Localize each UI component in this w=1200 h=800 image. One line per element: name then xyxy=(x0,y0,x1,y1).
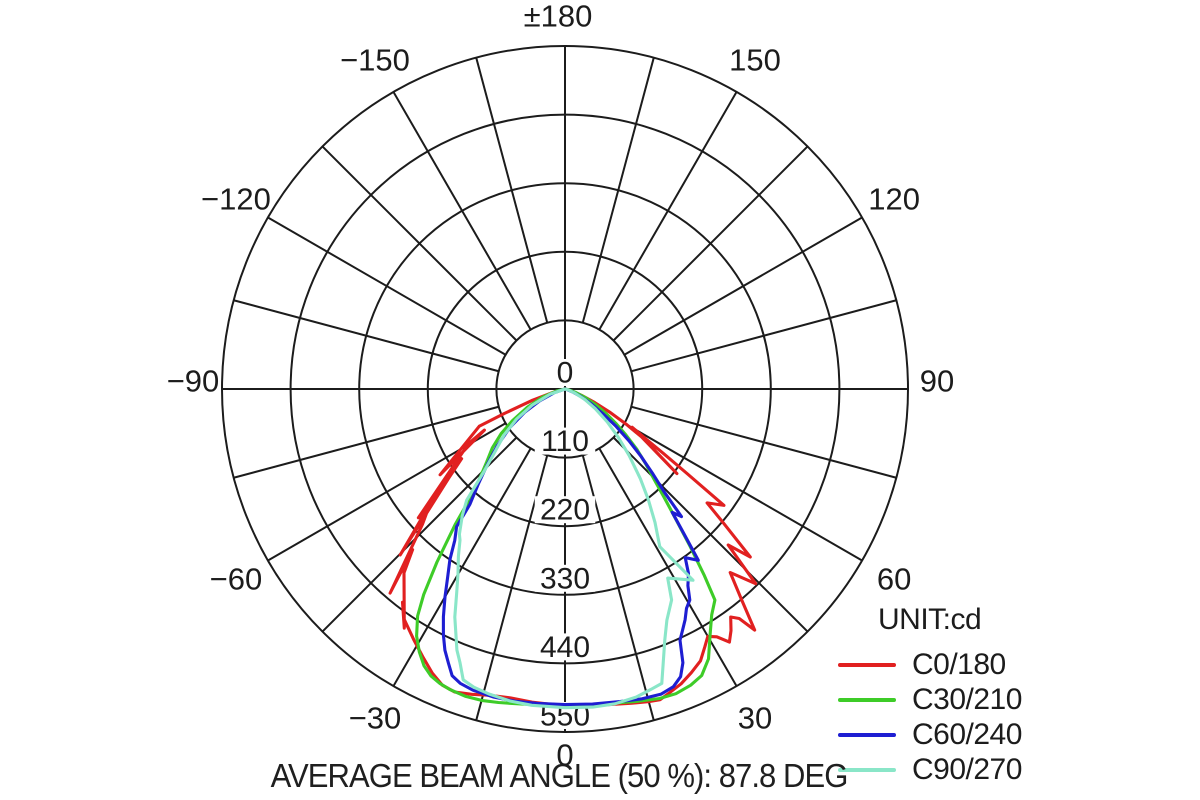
radial-tick-label-0: 0 xyxy=(557,357,574,390)
radial-tick-label-220: 220 xyxy=(540,494,590,527)
angle-spoke xyxy=(392,447,532,687)
series-curves xyxy=(388,387,758,710)
label-mask xyxy=(534,427,596,455)
angle-spoke xyxy=(581,57,655,323)
legend-item-label: C90/270 xyxy=(912,752,1022,786)
angle-label-−150: −150 xyxy=(340,42,410,77)
angle-label-−30: −30 xyxy=(349,701,402,736)
series-color-swatch xyxy=(838,767,896,772)
angle-spoke xyxy=(631,405,897,479)
legend: UNIT:cd C0/180 C30/210 C60/240 C90/270 xyxy=(838,603,1022,787)
angle-spoke xyxy=(233,405,499,479)
angle-label-−120: −120 xyxy=(201,182,271,217)
series-color-swatch xyxy=(838,662,896,667)
angle-spoke xyxy=(321,145,518,342)
angle-spoke xyxy=(612,145,809,342)
series-color-swatch xyxy=(838,697,896,702)
angle-label-150: 150 xyxy=(729,42,781,77)
series-curve-C60-240 xyxy=(441,387,700,707)
angle-spoke xyxy=(475,57,549,323)
angle-label-0: 0 xyxy=(556,738,573,773)
legend-item: C60/240 xyxy=(838,717,1022,752)
angle-spoke xyxy=(598,91,738,331)
legend-item: C90/270 xyxy=(838,752,1022,787)
radial-tick-label-110: 110 xyxy=(541,425,589,458)
legend-item-label: C60/240 xyxy=(912,717,1022,751)
label-mask xyxy=(534,633,596,661)
angle-spoke xyxy=(392,91,532,331)
radial-tick-label-440: 440 xyxy=(540,631,590,664)
series-curve-C0-180 xyxy=(388,387,758,708)
series-curve-C90-270 xyxy=(453,387,695,710)
angle-label-60: 60 xyxy=(877,562,911,597)
legend-item-label: C30/210 xyxy=(912,682,1022,716)
radial-tick-label-330: 330 xyxy=(540,562,590,595)
label-mask xyxy=(534,496,596,524)
beam-angle-annotation: AVERAGE BEAM ANGLE (50 %): 87.8 DEG xyxy=(270,757,849,794)
angle-spoke xyxy=(598,447,738,687)
angle-label-±180: ±180 xyxy=(524,0,593,34)
label-mask xyxy=(552,359,578,386)
series-color-swatch xyxy=(838,732,896,737)
angle-spoke xyxy=(267,216,507,356)
legend-item-label: C0/180 xyxy=(912,647,1006,681)
angle-label-90: 90 xyxy=(920,364,954,399)
angle-spoke xyxy=(233,299,499,373)
angle-label-120: 120 xyxy=(868,182,920,217)
angle-spoke xyxy=(612,436,809,633)
legend-item: C30/210 xyxy=(838,682,1022,717)
angle-labels: ±180 −150 150 −120 120 −90 90 −60 60 −30 30 0 xyxy=(167,0,955,773)
angle-spoke xyxy=(623,216,863,356)
angle-label-−90: −90 xyxy=(167,364,220,399)
angle-spoke xyxy=(623,422,863,562)
angle-label-−60: −60 xyxy=(210,562,263,597)
angle-label-30: 30 xyxy=(738,701,772,736)
angle-spoke xyxy=(631,299,897,373)
legend-unit-label: UNIT:cd xyxy=(878,603,982,636)
legend-item: C0/180 xyxy=(838,647,1022,682)
legend-rows: C0/180 C30/210 C60/240 C90/270 xyxy=(838,647,1022,787)
label-mask xyxy=(534,564,596,592)
